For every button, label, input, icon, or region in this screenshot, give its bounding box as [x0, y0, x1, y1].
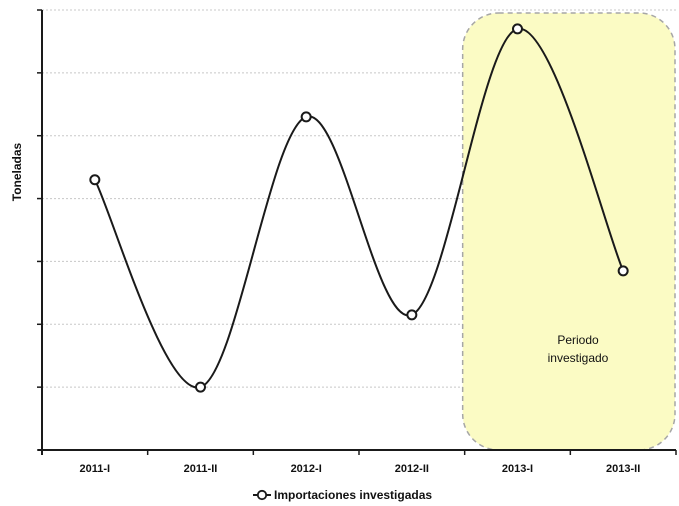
axes — [37, 9, 677, 455]
data-point — [300, 111, 312, 123]
data-point — [512, 23, 523, 35]
legend: Importaciones investigadas — [253, 488, 432, 502]
data-point — [89, 174, 101, 186]
data-point — [406, 309, 418, 321]
x-tick-label: 2011-I — [80, 463, 111, 475]
x-tick-label: 2012-II — [395, 463, 429, 475]
series-line — [93, 27, 625, 389]
data-point — [617, 265, 629, 277]
investigated-period-box — [461, 12, 676, 451]
x-tick-label: 2013-II — [606, 463, 640, 475]
legend-series-name: Importaciones investigadas — [274, 488, 432, 502]
x-tick-label: 2012-I — [291, 463, 322, 475]
data-point — [195, 381, 206, 393]
x-tick-label: 2013-I — [502, 463, 533, 475]
highlight-label-line1: Periodo — [557, 333, 599, 347]
x-tick-label: 2011-II — [184, 463, 218, 475]
y-axis-title: Toneladas — [10, 142, 24, 201]
series — [93, 27, 625, 389]
gridlines — [42, 9, 676, 388]
period-highlight — [461, 12, 676, 451]
highlight-label-line2: investigado — [548, 351, 609, 365]
data-points — [89, 23, 629, 393]
x-tick-labels: 2011-I 2011-II 2012-I 2012-II 2013-I 2013-II — [80, 463, 641, 475]
legend-marker-icon — [256, 489, 268, 501]
